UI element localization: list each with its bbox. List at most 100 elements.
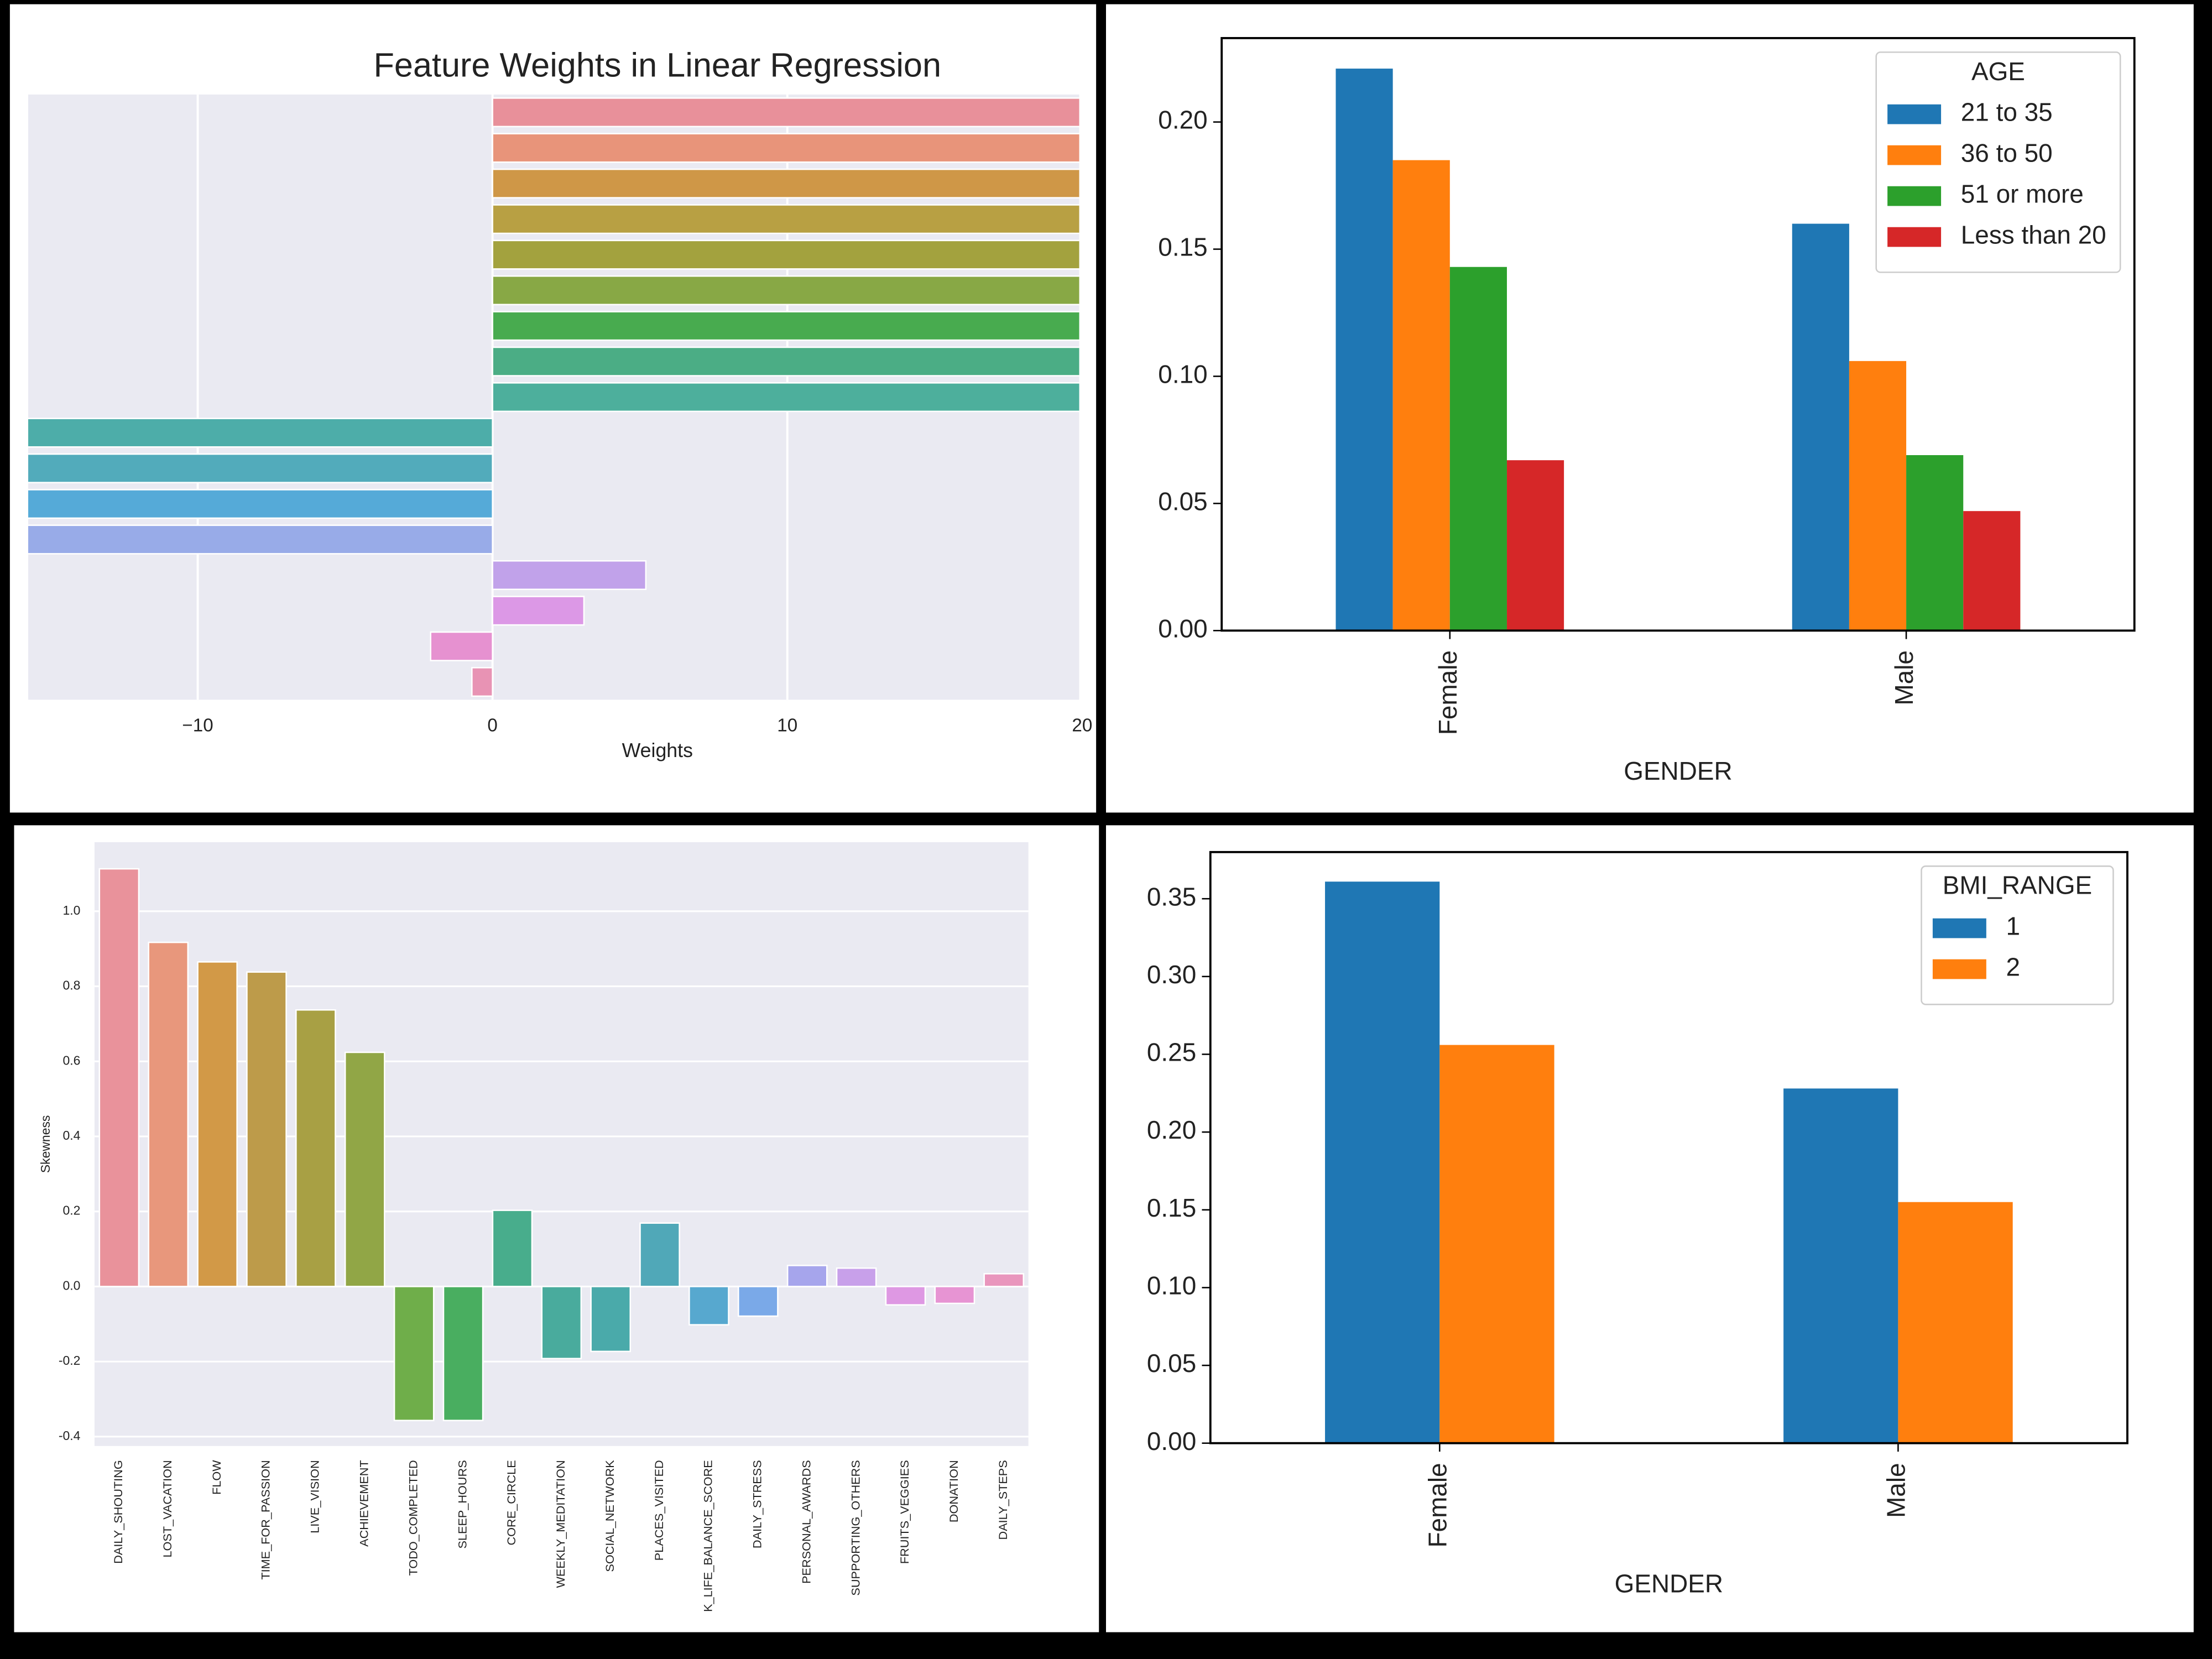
bar xyxy=(28,524,493,555)
x-axis-label: Weights xyxy=(622,739,693,761)
x-tick-label: LOST_VACATION xyxy=(160,1460,174,1557)
bar xyxy=(344,1051,385,1287)
y-tick-label: 1.0 xyxy=(63,903,81,917)
bar xyxy=(28,489,493,519)
bar xyxy=(492,1209,533,1287)
x-tick-label: FRUITS_VEGGIES xyxy=(898,1460,911,1564)
bar xyxy=(492,311,1079,341)
x-tick-label: SLEEP_HOURS xyxy=(455,1460,469,1548)
y-tick-label: 0.15 xyxy=(1158,233,1207,262)
x-tick-label: FLOW xyxy=(210,1460,223,1495)
legend-swatch xyxy=(1932,918,1986,938)
bar xyxy=(1906,455,1964,631)
legend-label: 51 or more xyxy=(1961,180,2084,208)
y-tick-label: 0.05 xyxy=(1147,1349,1196,1378)
bar xyxy=(1449,267,1507,631)
legend-label: 36 to 50 xyxy=(1961,139,2053,168)
plot-frame xyxy=(1209,851,2128,1444)
bar xyxy=(983,1273,1025,1287)
legend-swatch xyxy=(1887,145,1942,165)
bar xyxy=(738,1286,779,1317)
x-tick-label: 10 xyxy=(777,716,797,736)
bars xyxy=(28,97,1079,697)
legend-label: 21 to 35 xyxy=(1961,98,2053,127)
x-tick-label: DAILY_SHOUTING xyxy=(111,1460,125,1563)
x-tick-label: DAILY_STEPS xyxy=(996,1460,1010,1540)
bar xyxy=(639,1222,680,1287)
x-tick-label: Male xyxy=(1890,650,1918,706)
bar xyxy=(836,1267,877,1287)
legend-title: AGE xyxy=(1971,57,2025,86)
legend-swatch xyxy=(1887,104,1942,124)
x-tick-label: CORE_CIRCLE xyxy=(504,1460,518,1545)
bar xyxy=(442,1286,484,1421)
bar xyxy=(688,1286,729,1326)
legend-label: 1 xyxy=(2006,912,2021,941)
y-tick-label: 0.00 xyxy=(1158,614,1207,643)
x-tick-label: PERSONAL_AWARDS xyxy=(799,1460,813,1584)
y-tick-label: 0.0 xyxy=(63,1278,81,1292)
bar xyxy=(492,239,1079,270)
x-tick-label: TODO_COMPLETED xyxy=(406,1460,420,1575)
bar xyxy=(492,560,647,591)
x-tick-label: Male xyxy=(1882,1463,1911,1518)
y-axis-label: Skewness xyxy=(38,1115,53,1173)
bar xyxy=(934,1286,975,1305)
bar xyxy=(197,961,238,1287)
bar xyxy=(1898,1202,2013,1443)
bar xyxy=(28,453,493,483)
x-tick-label: ACHIEVEMENT xyxy=(357,1460,371,1547)
y-tick-label: 0.25 xyxy=(1147,1038,1196,1067)
x-tick-label: DONATION xyxy=(947,1460,961,1522)
y-tick-label: 0.30 xyxy=(1147,960,1196,989)
y-tick-label: 0.20 xyxy=(1158,106,1207,134)
bar xyxy=(492,168,1079,199)
x-tick-label: Female xyxy=(1423,1463,1452,1547)
bar xyxy=(1792,223,1849,631)
bar xyxy=(492,382,1079,413)
legend-swatch xyxy=(1932,959,1986,979)
x-tick-label: Female xyxy=(1433,650,1462,735)
x-tick-label: DAILY_STRESS xyxy=(750,1460,764,1548)
x-tick-label: WEEKLY_MEDITATION xyxy=(554,1460,567,1588)
bar xyxy=(492,133,1079,163)
bar xyxy=(1335,69,1393,631)
x-tick-label: K_LIFE_BALANCE_SCORE xyxy=(701,1460,715,1612)
bar xyxy=(1783,1088,1898,1443)
bar xyxy=(492,275,1079,306)
x-axis-label: GENDER xyxy=(1615,1569,1723,1598)
x-tick-label: 20 xyxy=(1072,716,1092,736)
y-tick-label: 0.2 xyxy=(63,1203,81,1218)
bar xyxy=(430,631,493,661)
bar xyxy=(1506,460,1564,631)
bar xyxy=(492,346,1079,377)
y-tick-label: -0.4 xyxy=(59,1428,81,1443)
y-tick-label: 0.8 xyxy=(63,978,81,993)
bar xyxy=(1849,361,1907,631)
x-tick-label: PLACES_VISITED xyxy=(652,1460,666,1561)
bar xyxy=(1392,160,1450,631)
x-tick-label: LIVE_VISION xyxy=(308,1460,322,1533)
bar xyxy=(492,97,1079,128)
bar xyxy=(471,667,493,697)
y-tick-label: 0.00 xyxy=(1147,1427,1196,1455)
bar xyxy=(295,1009,336,1287)
x-tick-label: SOCIAL_NETWORK xyxy=(603,1460,617,1572)
bar xyxy=(393,1286,435,1421)
x-tick-label: TIME_FOR_PASSION xyxy=(259,1460,273,1579)
bar xyxy=(1439,1045,1554,1443)
y-tick-label: 0.10 xyxy=(1158,360,1207,389)
x-axis-label: GENDER xyxy=(1624,757,1732,785)
bar xyxy=(885,1286,926,1306)
bar xyxy=(98,868,140,1287)
bar xyxy=(541,1286,582,1359)
legend-label: 2 xyxy=(2006,953,2021,982)
legend-title: BMI_RANGE xyxy=(1943,871,2092,900)
plot-frame xyxy=(1220,36,2136,632)
bar xyxy=(28,418,493,448)
bar xyxy=(492,596,585,626)
y-tick-label: 0.6 xyxy=(63,1053,81,1067)
y-tick-label: 0.05 xyxy=(1158,487,1207,516)
